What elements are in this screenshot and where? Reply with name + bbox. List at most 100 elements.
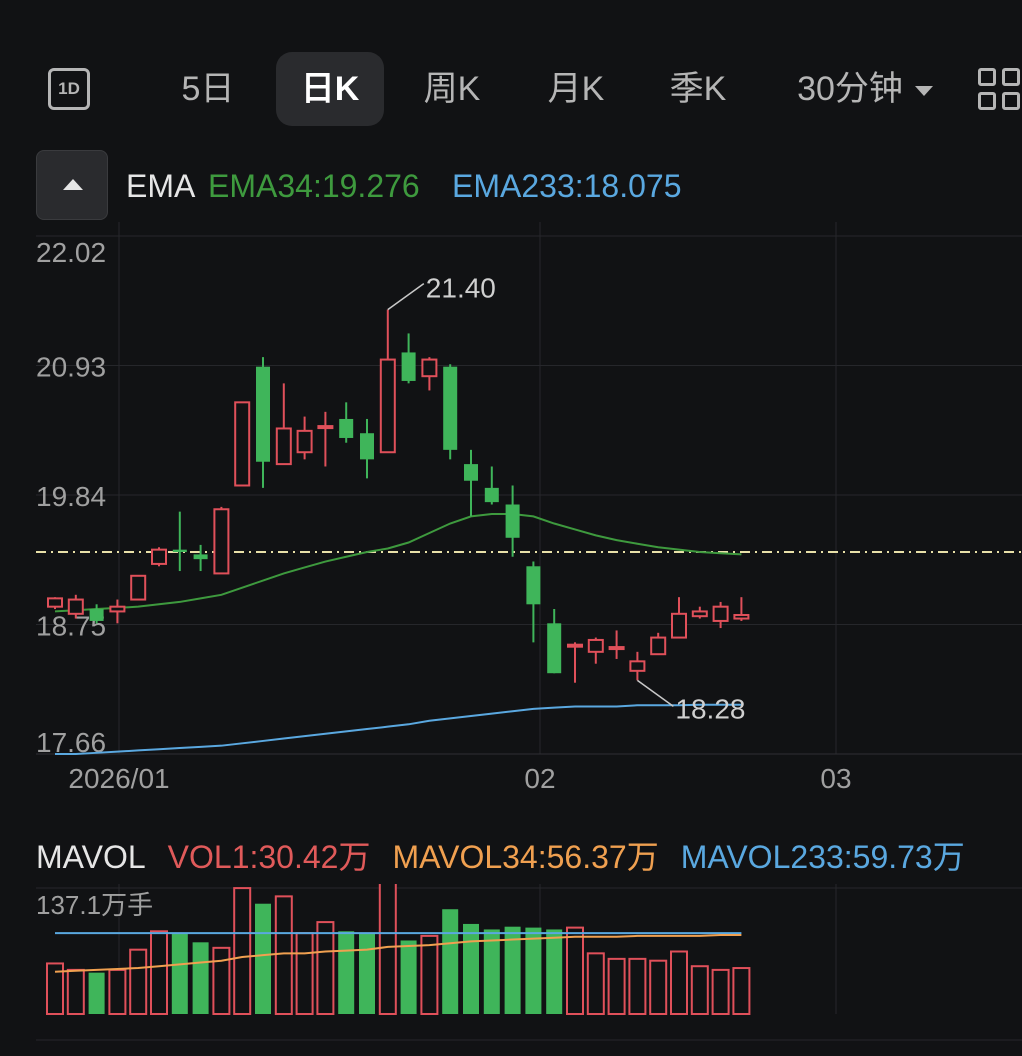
candle-body xyxy=(296,429,313,454)
candle-body xyxy=(733,613,750,620)
candle-down xyxy=(256,357,270,488)
candle-body xyxy=(67,598,84,615)
candle-body xyxy=(339,418,354,438)
candle-body xyxy=(109,605,126,613)
mavol-label: MAVOL xyxy=(36,839,146,875)
candle-up xyxy=(109,599,126,624)
candle-down xyxy=(484,466,499,505)
volume-bar-up xyxy=(46,962,64,1016)
x-tick-label: 03 xyxy=(820,763,851,794)
layout-grid-icon[interactable] xyxy=(978,68,1022,116)
candle-down xyxy=(360,418,374,479)
volume-max-label: 137.1万手 xyxy=(36,890,153,920)
volume-bar-up xyxy=(212,946,231,1015)
volume-bar-up xyxy=(274,895,293,1016)
tab-30-minute-dropdown[interactable]: 30分钟 xyxy=(780,52,950,126)
candle-body xyxy=(89,609,104,621)
volume-bar-up xyxy=(108,968,127,1015)
candle-up xyxy=(691,606,708,619)
candle-up xyxy=(608,630,625,659)
candle-body xyxy=(172,549,187,553)
candle-body xyxy=(629,660,646,672)
candle-body xyxy=(421,358,438,378)
candle-body xyxy=(484,487,499,503)
volume-bar-up xyxy=(150,930,168,1015)
ema233-value: EMA233:18.075 xyxy=(452,168,682,204)
candle-up xyxy=(379,309,396,454)
volume-bar-down xyxy=(171,933,188,1014)
tab-daily-k[interactable]: 日K xyxy=(276,52,384,126)
x-tick-label: 2026/01 xyxy=(68,763,169,794)
candle-down xyxy=(339,402,354,443)
volume-bar-down xyxy=(255,903,271,1014)
volume-bar-up xyxy=(586,952,605,1015)
volume-bar-down xyxy=(400,940,417,1014)
ema-label: EMA xyxy=(126,168,196,204)
volume-chart[interactable]: 137.1万手 xyxy=(0,884,1022,1044)
candle-up xyxy=(67,594,84,619)
volume-bar-up xyxy=(607,957,626,1015)
tab-weekly-k[interactable]: 周K xyxy=(423,70,481,108)
candle-body xyxy=(401,352,416,381)
collapse-indicator-button[interactable] xyxy=(36,150,108,220)
candle-body xyxy=(360,433,374,460)
volume-bar-up xyxy=(690,965,709,1016)
candle-down xyxy=(464,449,478,517)
mavol34-value: MAVOL34:56.37万 xyxy=(392,839,659,875)
volume-bar-down xyxy=(359,933,375,1014)
candle-down xyxy=(547,609,562,674)
volume-bar-down xyxy=(504,926,521,1014)
candle-body xyxy=(671,612,687,639)
candle-body xyxy=(317,425,334,430)
volume-bar-up xyxy=(628,957,647,1015)
candle-body xyxy=(213,508,230,575)
low-price-label: 18.28 xyxy=(675,693,745,724)
candle-body xyxy=(130,574,147,601)
volume-bar-down xyxy=(88,972,105,1014)
volume-bar-up xyxy=(295,932,314,1015)
candle-down xyxy=(401,333,416,384)
candle-up xyxy=(275,383,292,466)
candle-up xyxy=(733,597,750,621)
candle-up xyxy=(567,642,583,683)
volume-bar-up xyxy=(233,887,252,1015)
candle-down xyxy=(89,604,104,624)
candle-body xyxy=(712,605,729,622)
y-tick-label: 22.02 xyxy=(36,237,106,268)
candle-up xyxy=(317,411,334,467)
volume-bar-down xyxy=(463,923,479,1014)
candle-body xyxy=(234,401,251,487)
tab-quarterly-k[interactable]: 季K xyxy=(669,70,727,108)
mavol34-line xyxy=(54,933,742,973)
volume-bar-down xyxy=(525,927,542,1014)
ema233-line xyxy=(55,703,742,755)
volume-bar-up xyxy=(420,934,439,1016)
candle-up xyxy=(213,506,230,575)
volume-bar-up xyxy=(711,968,730,1015)
candle-body xyxy=(547,623,562,674)
ema34-value: EMA34:19.276 xyxy=(208,168,420,204)
chevron-down-icon xyxy=(914,86,933,97)
candle-body xyxy=(193,554,208,560)
candle-body xyxy=(691,610,708,618)
candle-body xyxy=(47,597,63,608)
candle-up xyxy=(151,547,167,567)
candle-body xyxy=(464,464,478,481)
tab-monthly-k[interactable]: 月K xyxy=(547,70,605,108)
candle-up xyxy=(587,637,604,664)
volume-bar-down xyxy=(546,929,563,1014)
volume-bar-up xyxy=(732,967,751,1015)
tab-5-day[interactable]: 5日 xyxy=(181,70,235,108)
volume-bar-down xyxy=(483,929,500,1014)
candle-body xyxy=(587,638,604,653)
volume-bar-up xyxy=(129,948,148,1015)
candle-up xyxy=(130,574,147,601)
volume-bar-up xyxy=(649,959,668,1015)
volume-bar-down xyxy=(192,942,209,1014)
candle-down xyxy=(505,485,520,557)
candle-body xyxy=(256,366,270,462)
candle-down xyxy=(443,364,458,460)
period-1d-icon[interactable]: 1D xyxy=(48,68,90,110)
low-leader-line xyxy=(636,679,674,707)
